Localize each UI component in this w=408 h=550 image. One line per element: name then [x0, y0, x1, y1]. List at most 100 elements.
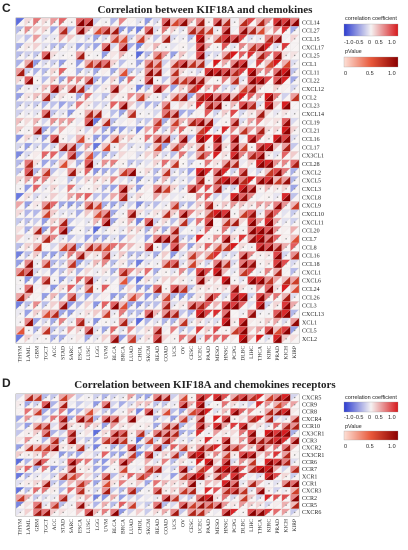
heatmap-cell — [170, 76, 180, 85]
heatmap-cell — [110, 176, 120, 185]
heatmap-cell — [58, 317, 68, 327]
heatmap-cell — [238, 167, 248, 177]
heatmap-cell — [255, 126, 265, 135]
heatmap-cell — [67, 326, 77, 335]
heatmap-cell — [264, 159, 274, 169]
heatmap-cell — [281, 126, 291, 135]
heatmap-cell — [238, 408, 248, 416]
nonsignificant-dot — [105, 321, 107, 323]
nonsignificant-dot — [242, 54, 244, 57]
nonsignificant-dot — [113, 221, 116, 223]
nonsignificant-dot — [148, 263, 150, 265]
nonsignificant-dot — [276, 213, 279, 215]
heatmap-cell — [101, 134, 111, 144]
heatmap-cell — [161, 92, 171, 102]
nonsignificant-dot — [139, 154, 142, 157]
heatmap-cell — [221, 126, 231, 135]
nonsignificant-dot — [122, 213, 124, 215]
heatmap-cell — [204, 267, 214, 277]
heatmap-cell — [15, 408, 25, 416]
heatmap-cell — [84, 251, 94, 260]
heatmap-cell — [247, 234, 257, 244]
heatmap-cell — [273, 176, 283, 185]
heatmap-cell — [15, 126, 25, 135]
heatmap-cell — [84, 259, 94, 269]
heatmap-cell — [187, 393, 197, 402]
heatmap-cell — [152, 292, 163, 302]
heatmap-cell — [32, 42, 42, 52]
heatmap-cell — [58, 84, 68, 94]
nonsignificant-dot — [165, 221, 167, 223]
heatmap-cell — [187, 259, 197, 269]
heatmap-cell — [135, 117, 145, 127]
heatmap-cell — [273, 226, 283, 235]
heatmap-cell — [75, 109, 85, 119]
heatmap-cell — [110, 76, 120, 85]
nonsignificant-dot — [294, 188, 296, 190]
nonsignificant-dot — [79, 71, 82, 73]
heatmap-cell — [290, 142, 300, 152]
panel-c-letter: C — [2, 1, 11, 15]
heatmap-cell — [118, 142, 128, 152]
heatmap-cell — [178, 393, 188, 402]
heatmap-cell — [290, 101, 300, 110]
nonsignificant-dot — [173, 404, 176, 406]
heatmap-cell — [281, 408, 291, 416]
heatmap-cell — [170, 284, 180, 294]
nonsignificant-dot — [139, 46, 142, 48]
nonsignificant-dot — [45, 188, 47, 190]
heatmap-cell — [101, 117, 111, 127]
heatmap-cell — [92, 51, 103, 60]
nonsignificant-dot — [156, 29, 159, 32]
heatmap-cell — [118, 326, 128, 335]
heatmap-cell — [110, 142, 120, 152]
nonsignificant-dot — [113, 121, 116, 123]
panel-c-corr-tick-4: 1.0 — [388, 40, 396, 46]
heatmap-cell — [127, 393, 137, 402]
heatmap-cell — [118, 59, 128, 69]
nonsignificant-dot — [131, 263, 133, 265]
nonsignificant-dot — [251, 179, 253, 182]
heatmap-cell — [281, 67, 291, 77]
nonsignificant-dot — [148, 279, 150, 282]
nonsignificant-dot — [225, 129, 227, 132]
nonsignificant-dot — [165, 129, 167, 132]
nonsignificant-dot — [139, 163, 142, 165]
heatmap-cell — [195, 400, 205, 409]
heatmap-cell — [178, 284, 188, 294]
heatmap-cell — [247, 34, 257, 44]
heatmap-cell — [187, 301, 197, 310]
heatmap-cell — [152, 317, 163, 327]
heatmap-cell — [32, 34, 42, 44]
heatmap-cell — [15, 301, 25, 310]
heatmap-cell — [161, 101, 171, 110]
heatmap-cell — [110, 17, 120, 27]
column-label: THYM — [18, 346, 24, 362]
heatmap-cell — [152, 201, 163, 210]
nonsignificant-dot — [113, 71, 116, 73]
nonsignificant-dot — [28, 46, 30, 48]
nonsignificant-dot — [28, 138, 30, 140]
nonsignificant-dot — [216, 63, 219, 65]
heatmap-cell — [92, 267, 103, 277]
nonsignificant-dot — [139, 21, 142, 23]
nonsignificant-dot — [36, 204, 39, 207]
row-label: CXCL2 — [302, 170, 321, 176]
nonsignificant-dot — [105, 104, 107, 107]
heatmap-cell — [212, 159, 223, 169]
heatmap-cell — [170, 51, 180, 60]
heatmap-cell — [161, 209, 171, 219]
heatmap-cell — [75, 393, 85, 402]
heatmap-cell — [67, 42, 77, 52]
heatmap-cell — [24, 59, 34, 69]
heatmap-cell — [32, 17, 42, 27]
nonsignificant-dot — [156, 321, 159, 323]
nonsignificant-dot — [268, 321, 270, 323]
heatmap-cell — [58, 117, 68, 127]
heatmap-cell — [50, 101, 60, 110]
heatmap-cell — [144, 126, 154, 135]
nonsignificant-dot — [285, 263, 287, 265]
panel-c-title: Correlation between KIF18A and chemokine… — [98, 4, 314, 16]
nonsignificant-dot — [276, 238, 279, 240]
heatmap-cell — [118, 26, 128, 35]
